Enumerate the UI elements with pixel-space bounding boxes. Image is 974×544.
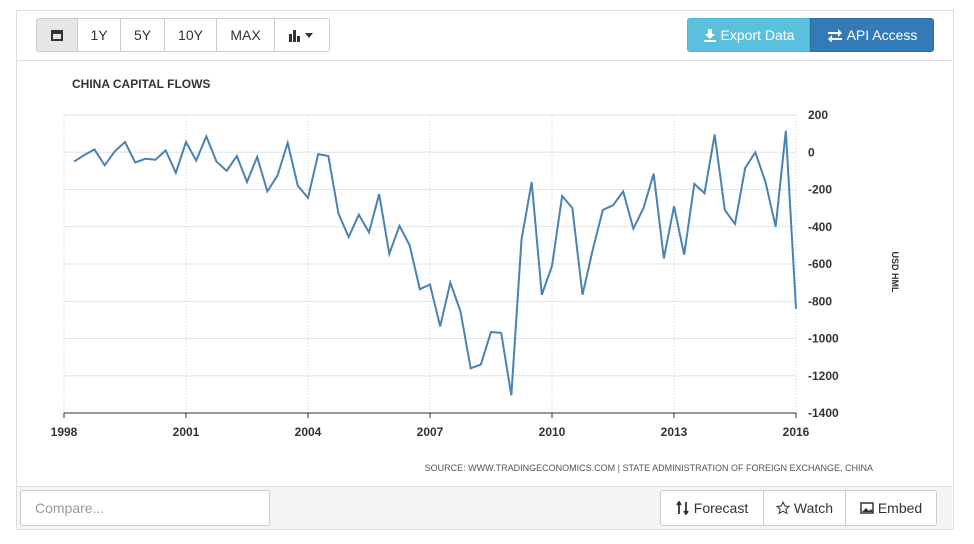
- panel: [16, 10, 954, 530]
- embed-label: Embed: [877, 500, 923, 516]
- x-tick-label: 2010: [539, 425, 566, 439]
- y-tick-label: -1000: [808, 332, 839, 346]
- export-button[interactable]: Export Data: [687, 18, 810, 52]
- range-button[interactable]: 1Y: [77, 18, 121, 52]
- watch-label: Watch: [793, 500, 834, 516]
- embed-button[interactable]: Embed: [845, 490, 937, 526]
- api-button[interactable]: API Access: [810, 18, 934, 52]
- compare-input[interactable]: Compare...: [20, 490, 270, 526]
- download-icon: [703, 29, 716, 42]
- forecast-label: Forecast: [693, 500, 749, 516]
- y-axis-label: USD HML: [890, 252, 900, 293]
- export-label: Export Data: [720, 27, 795, 43]
- y-tick-label: -1400: [808, 406, 839, 420]
- y-tick-label: 200: [808, 108, 828, 122]
- y-tick-label: -400: [808, 220, 832, 234]
- exchange-icon: [827, 29, 842, 42]
- x-tick-label: 2016: [783, 425, 810, 439]
- x-tick-label: 1998: [51, 425, 78, 439]
- y-tick-label: -200: [808, 183, 832, 197]
- x-tick-label: 2001: [173, 425, 200, 439]
- source: SOURCE: WWW.TRADINGECONOMICS.COM | STATE…: [425, 463, 873, 473]
- y-tick-label: -600: [808, 257, 832, 271]
- star-icon: [775, 501, 790, 515]
- image-icon: [860, 502, 874, 514]
- forecast-button[interactable]: Forecast: [660, 490, 764, 526]
- range-button[interactable]: MAX: [216, 18, 275, 52]
- x-tick-label: 2013: [661, 425, 688, 439]
- range-button[interactable]: 5Y: [120, 18, 165, 52]
- x-tick-label: 2004: [295, 425, 322, 439]
- chart-type-icon: [289, 30, 313, 42]
- calendar-button[interactable]: [36, 18, 78, 52]
- data-line: [73, 130, 797, 396]
- y-tick-label: -1200: [808, 369, 839, 383]
- sort-icon: [676, 501, 689, 515]
- api-label: API Access: [846, 27, 918, 43]
- chart-title: CHINA CAPITAL FLOWS: [72, 77, 210, 91]
- x-tick-label: 2007: [417, 425, 444, 439]
- calendar-icon: [51, 30, 63, 41]
- watch-button[interactable]: Watch: [763, 490, 846, 526]
- range-button[interactable]: 10Y: [164, 18, 217, 52]
- chart-type-button[interactable]: [274, 18, 330, 52]
- y-tick-label: 0: [808, 145, 815, 159]
- y-tick-label: -800: [808, 294, 832, 308]
- divider: [17, 60, 952, 61]
